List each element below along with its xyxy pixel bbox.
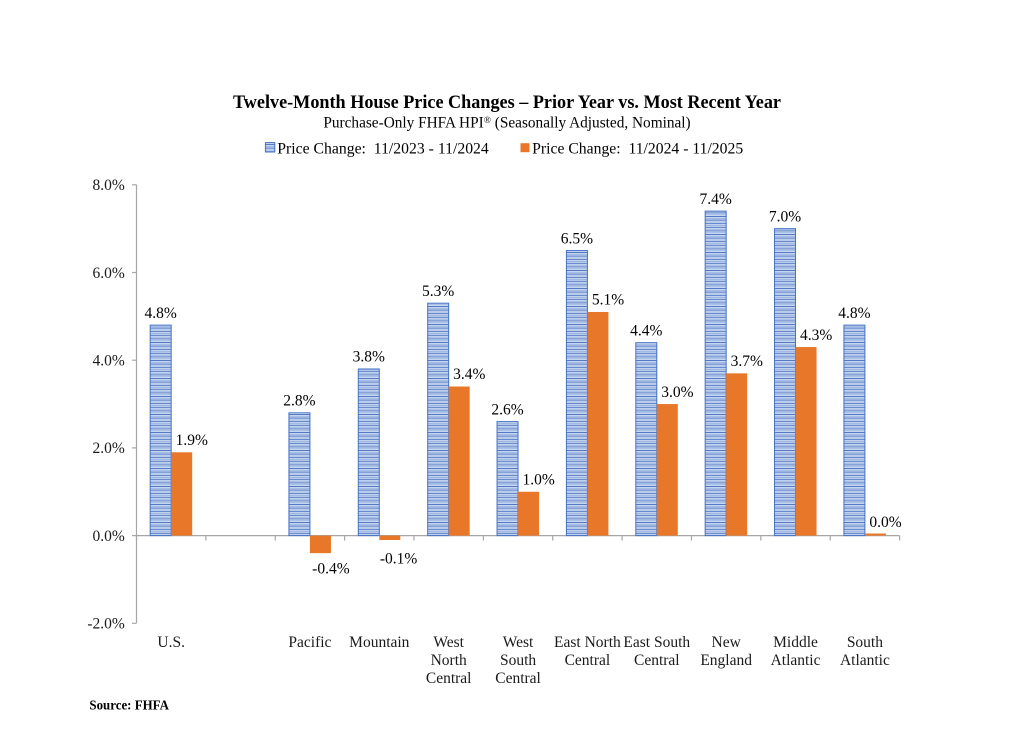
svg-text:Central: Central — [495, 670, 541, 687]
svg-text:2.0%: 2.0% — [93, 440, 125, 457]
svg-text:6.5%: 6.5% — [561, 230, 593, 247]
svg-text:Middle: Middle — [773, 634, 818, 651]
svg-text:3.0%: 3.0% — [661, 384, 693, 401]
svg-text:North: North — [431, 652, 467, 669]
svg-text:4.8%: 4.8% — [145, 305, 177, 322]
svg-text:Purchase-Only FHFA HPI® (Seaso: Purchase-Only FHFA HPI® (Seasonally Adju… — [323, 115, 690, 132]
svg-text:-2.0%: -2.0% — [87, 616, 125, 633]
svg-text:Source: FHFA: Source: FHFA — [89, 698, 169, 713]
svg-text:Central: Central — [565, 652, 611, 669]
svg-text:3.4%: 3.4% — [453, 366, 485, 383]
svg-text:-0.1%: -0.1% — [380, 551, 418, 568]
svg-text:England: England — [700, 652, 752, 669]
svg-text:5.1%: 5.1% — [592, 292, 624, 309]
svg-text:Central: Central — [426, 670, 472, 687]
svg-text:Mountain: Mountain — [349, 634, 410, 651]
svg-text:3.8%: 3.8% — [353, 349, 385, 366]
svg-text:-0.4%: -0.4% — [312, 560, 350, 577]
svg-text:1.9%: 1.9% — [176, 432, 208, 449]
svg-text:New: New — [712, 634, 742, 651]
svg-text:U.S.: U.S. — [157, 634, 185, 651]
svg-text:Atlantic: Atlantic — [840, 652, 890, 669]
svg-text:4.3%: 4.3% — [800, 327, 832, 344]
svg-text:6.0%: 6.0% — [93, 265, 125, 282]
svg-text:Central: Central — [634, 652, 680, 669]
svg-text:4.8%: 4.8% — [838, 305, 870, 322]
svg-text:0.0%: 0.0% — [869, 514, 901, 531]
svg-text:7.4%: 7.4% — [700, 191, 732, 208]
svg-text:8.0%: 8.0% — [93, 177, 125, 194]
svg-text:2.6%: 2.6% — [491, 401, 523, 418]
svg-text:1.0%: 1.0% — [523, 471, 555, 488]
svg-text:Price Change: 11/2023 - 11/20: Price Change: 11/2023 - 11/2024 — [277, 140, 489, 157]
svg-text:West: West — [503, 634, 534, 651]
svg-text:4.4%: 4.4% — [630, 322, 662, 339]
svg-text:2.8%: 2.8% — [283, 393, 315, 410]
svg-text:Twelve-Month House Price Chang: Twelve-Month House Price Changes – Prior… — [233, 93, 781, 113]
svg-text:7.0%: 7.0% — [769, 208, 801, 225]
svg-text:South: South — [500, 652, 536, 669]
svg-text:5.3%: 5.3% — [422, 283, 454, 300]
svg-text:Atlantic: Atlantic — [771, 652, 821, 669]
svg-text:East South: East South — [623, 634, 690, 651]
svg-text:3.7%: 3.7% — [731, 353, 763, 370]
svg-text:East North: East North — [554, 634, 621, 651]
svg-text:4.0%: 4.0% — [93, 353, 125, 370]
svg-text:South: South — [847, 634, 883, 651]
svg-text:Price Change: 11/2024 - 11/20: Price Change: 11/2024 - 11/2025 — [532, 140, 743, 157]
svg-text:0.0%: 0.0% — [93, 528, 125, 545]
svg-text:West: West — [433, 634, 464, 651]
svg-text:Pacific: Pacific — [288, 634, 331, 651]
